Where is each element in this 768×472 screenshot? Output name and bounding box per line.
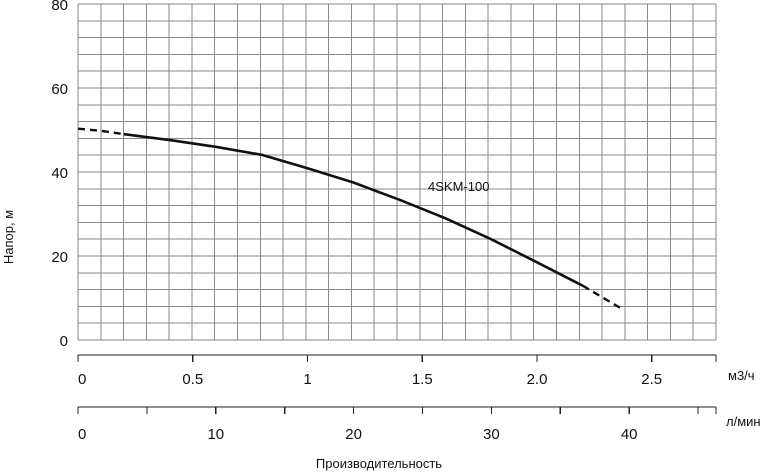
curve-layer [77, 127, 623, 310]
curve-solid [123, 132, 584, 287]
x-axis-unit-m3h: м3/ч [728, 368, 755, 383]
y-tick-label: 40 [51, 165, 68, 182]
curve-dashed-end [582, 284, 623, 310]
x-tick-label-m3h: 2.5 [641, 371, 662, 388]
x-tick-label-m3h: 1 [303, 371, 311, 388]
x-tick-label-m3h: 2.0 [527, 371, 548, 388]
x-tick-label-m3h: 1.5 [412, 371, 433, 388]
x-axis-title: Производительность [316, 456, 442, 471]
x-tick-label-lmin: 10 [207, 426, 224, 443]
x-tick-label-lmin: 0 [78, 426, 86, 443]
x-axis-m3h: 0 0.5 1 1.5 2.0 2.5 [77, 354, 717, 388]
x-tick-label-lmin: 20 [345, 426, 362, 443]
y-axis-ticks: 0 20 40 60 80 [51, 0, 68, 350]
x-tick-label-m3h: 0.5 [182, 371, 203, 388]
curve-dashed-start [77, 127, 125, 136]
x-axis-unit-lmin: л/мин [726, 414, 761, 429]
y-tick-label: 60 [51, 81, 68, 98]
x-tick-label-lmin: 40 [621, 426, 638, 443]
y-tick-label: 80 [51, 0, 68, 14]
y-axis-label: Напор, м [1, 210, 16, 264]
grid [77, 3, 717, 341]
y-tick-label: 20 [51, 249, 68, 266]
x-axis-lmin: 0 10 20 30 40 [77, 406, 717, 443]
x-tick-label-m3h: 0 [78, 371, 86, 388]
x-tick-label-lmin: 30 [483, 426, 500, 443]
series-label: 4SKM-100 [428, 179, 489, 194]
y-tick-label: 0 [60, 333, 68, 350]
